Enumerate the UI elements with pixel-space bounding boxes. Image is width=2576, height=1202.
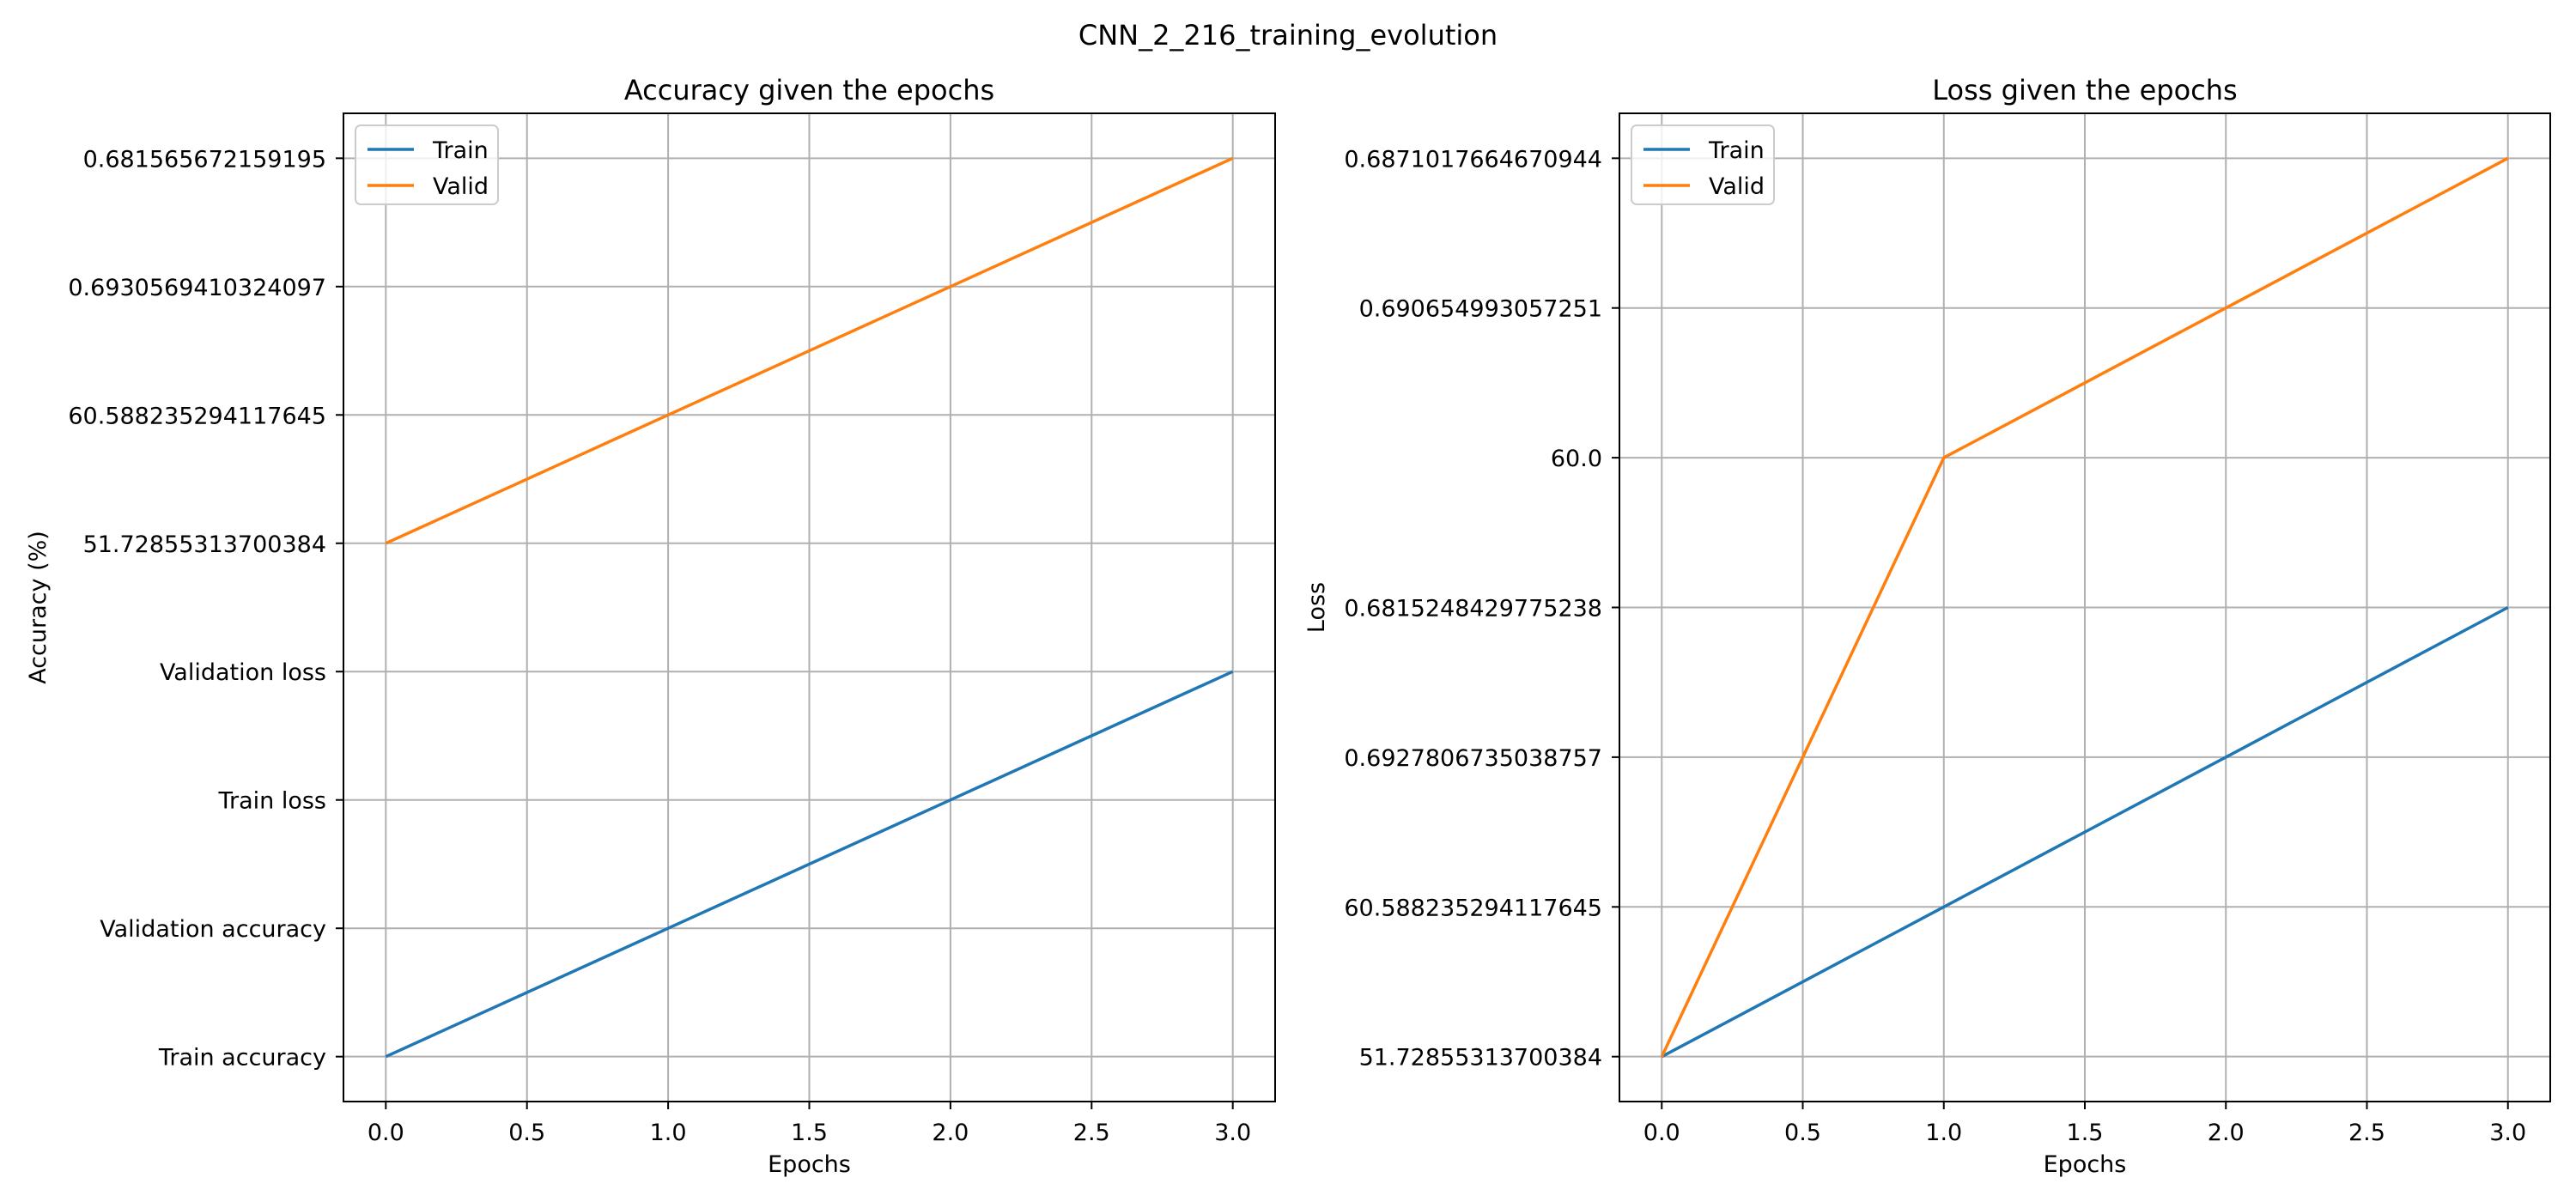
x-tick-label: 1.0 (1925, 1120, 1962, 1146)
legend: Train Valid (355, 124, 499, 205)
y-axis-label: Accuracy (%) (25, 531, 52, 684)
legend-label: Valid (1709, 173, 1765, 200)
y-tick-label: 0.681565672159195 (83, 146, 326, 173)
y-tick-label: 51.72855313700384 (83, 531, 326, 558)
x-tick-label: 2.5 (2348, 1120, 2385, 1146)
y-tick-label: 60.0 (1551, 446, 1602, 472)
x-tick-label: 2.0 (932, 1120, 969, 1146)
x-tick-label: 0.0 (1643, 1120, 1680, 1146)
series-line-train (1661, 605, 2509, 1059)
y-tick-label: Train loss (217, 788, 326, 815)
y-tick-label: 60.588235294117645 (1344, 895, 1602, 921)
y-tick-label: Train accuracy (158, 1045, 326, 1071)
legend-label: Train (432, 137, 489, 164)
y-tick-label: Validation accuracy (100, 916, 326, 943)
figure-title: CNN_2_216_training_evolution (1078, 19, 1498, 52)
x-tick-label: 2.0 (2208, 1120, 2245, 1146)
x-tick-label: 3.0 (2489, 1120, 2526, 1146)
y-tick-label: 0.6871017664670944 (1344, 146, 1602, 173)
x-tick-label: 1.5 (2067, 1120, 2104, 1146)
series-line-valid (385, 156, 1234, 545)
x-tick-label: 0.5 (508, 1120, 545, 1146)
y-tick-label: Validation loss (160, 659, 326, 686)
y-tick-label: 0.6927806735038757 (1344, 745, 1602, 772)
y-tick-label: 0.6815248429775238 (1344, 596, 1602, 622)
y-tick-label: 0.6930569410324097 (68, 275, 326, 301)
y-tick-label: 0.690654993057251 (1359, 296, 1602, 323)
x-tick-label: 1.5 (791, 1120, 828, 1146)
series-line-train (385, 670, 1234, 1059)
chart-2: 0.0 0.5 1.0 1.5 2.0 2.5 3.0 51.72855313700384 60… (1303, 74, 2551, 1178)
x-axis-label: Epochs (768, 1151, 851, 1178)
x-axis-label: Epochs (2044, 1151, 2127, 1178)
legend: Train Valid (1631, 124, 1775, 205)
y-axis-label: Loss (1303, 582, 1330, 633)
chart-title: Accuracy given the epochs (624, 74, 994, 106)
legend-label: Valid (433, 173, 489, 200)
x-tick-label: 1.0 (650, 1120, 687, 1146)
y-tick-label: 51.72855313700384 (1359, 1045, 1602, 1071)
y-tick-label: 60.588235294117645 (68, 403, 326, 429)
x-tick-label: 0.0 (368, 1120, 404, 1146)
x-tick-label: 2.5 (1073, 1120, 1110, 1146)
legend-label: Train (1708, 137, 1765, 164)
chart-1: 0.0 0.5 1.0 1.5 2.0 2.5 3.0 Train accuracy Valid… (25, 74, 1276, 1178)
plots-area: 0.0 0.5 1.0 1.5 2.0 2.5 3.0 Train accuracy Valid… (25, 74, 2551, 1178)
series-line-valid (1660, 156, 2509, 1058)
chart-title: Loss given the epochs (1932, 74, 2237, 106)
x-tick-label: 3.0 (1214, 1120, 1251, 1146)
x-tick-label: 0.5 (1784, 1120, 1821, 1146)
